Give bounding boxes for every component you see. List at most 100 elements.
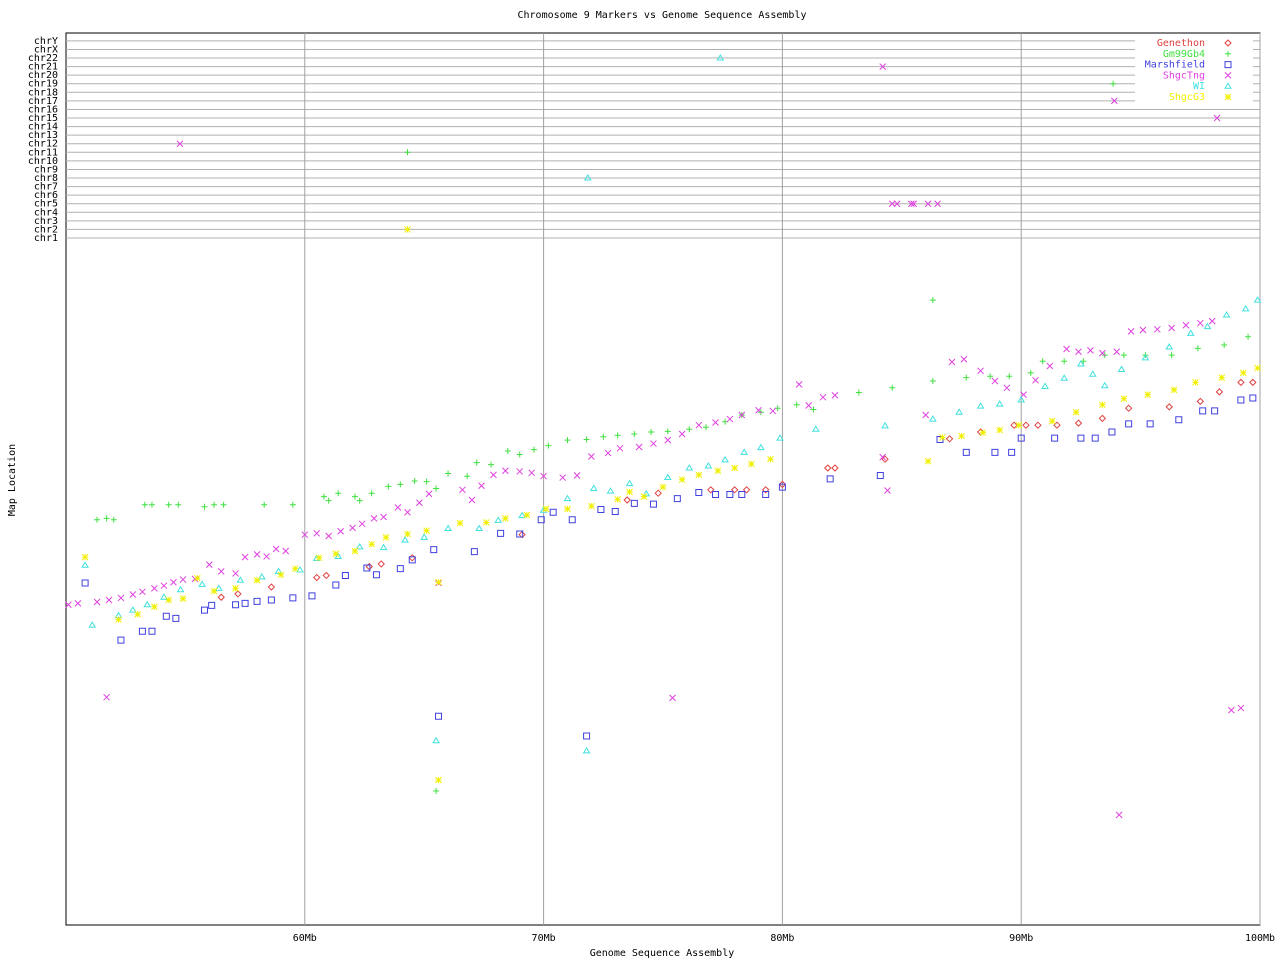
data-point <box>695 421 703 429</box>
data-point <box>420 533 429 540</box>
data-point <box>881 421 889 429</box>
data-point <box>928 415 937 422</box>
data-point <box>261 501 268 508</box>
data-point <box>1175 416 1183 424</box>
data-point <box>1006 373 1013 380</box>
data-point <box>1222 311 1231 318</box>
y-tick-label: chr20 <box>28 70 58 81</box>
data-point <box>563 494 572 502</box>
data-point <box>1215 388 1224 396</box>
data-point <box>707 486 715 494</box>
data-point <box>673 495 681 503</box>
y-tick-label: chr2 <box>34 224 58 235</box>
data-point <box>322 571 330 580</box>
data-point <box>408 556 416 564</box>
data-point <box>291 565 299 573</box>
data-point <box>540 472 547 480</box>
data-point <box>65 601 72 609</box>
data-point <box>606 487 615 494</box>
data-point <box>432 736 441 744</box>
y-tick-label: chr21 <box>28 62 58 73</box>
data-point <box>236 576 245 583</box>
data-point <box>1077 360 1085 367</box>
data-point <box>929 378 936 384</box>
data-point <box>976 402 985 409</box>
data-point <box>1249 394 1257 402</box>
data-point <box>929 297 936 304</box>
data-point <box>456 519 464 527</box>
data-point <box>1239 369 1247 377</box>
data-point <box>1168 324 1175 332</box>
data-point <box>232 570 239 577</box>
data-point <box>1048 417 1056 425</box>
data-point <box>559 474 567 481</box>
data-point <box>110 516 117 523</box>
data-point <box>1098 414 1107 423</box>
data-point <box>404 149 411 156</box>
data-point <box>358 520 366 528</box>
data-point <box>253 597 261 605</box>
data-point <box>855 389 862 396</box>
data-point <box>267 583 276 591</box>
data-point <box>81 553 89 561</box>
data-point <box>430 546 438 554</box>
data-point <box>549 508 557 516</box>
data-point <box>404 508 411 516</box>
data-point <box>473 459 480 466</box>
data-point <box>1208 317 1216 325</box>
data-point <box>721 455 729 463</box>
x-axis-label: Genome Sequence Assembly <box>590 948 735 959</box>
data-point <box>208 601 216 609</box>
data-point <box>740 448 749 455</box>
data-point <box>1144 391 1152 398</box>
data-point <box>516 451 523 458</box>
legend-label: Marshfield <box>1145 60 1205 71</box>
data-point <box>924 200 932 208</box>
data-point <box>162 612 170 620</box>
data-point <box>730 486 739 494</box>
y-axis-label: Map Location <box>7 444 18 516</box>
data-point <box>879 453 887 461</box>
data-point <box>1110 80 1117 87</box>
data-point <box>588 453 595 460</box>
legend-label: WI <box>1193 81 1205 92</box>
data-point <box>134 610 141 618</box>
data-point <box>1141 353 1150 361</box>
data-point <box>93 598 101 606</box>
data-point <box>205 561 213 568</box>
data-point <box>502 467 509 475</box>
data-point <box>263 553 270 560</box>
data-point <box>497 529 505 537</box>
data-point <box>884 487 891 494</box>
data-point <box>394 504 402 511</box>
data-point <box>1153 325 1161 333</box>
data-point <box>341 571 349 579</box>
data-point <box>1003 384 1011 392</box>
data-point <box>1010 421 1018 429</box>
y-tick-label: chr12 <box>28 139 58 150</box>
data-point <box>731 464 738 472</box>
data-point <box>478 482 485 490</box>
data-point <box>313 573 321 582</box>
data-point <box>435 712 443 720</box>
data-point <box>220 501 227 508</box>
data-point <box>664 428 671 435</box>
y-tick-label: chr1 <box>34 233 58 244</box>
data-point <box>1110 97 1118 105</box>
data-point <box>444 524 452 532</box>
data-point <box>573 472 581 479</box>
data-point <box>94 516 101 523</box>
legend-label: Genethon <box>1157 38 1205 49</box>
y-tick-label: chr10 <box>28 156 58 167</box>
data-point <box>433 485 440 492</box>
chart-title: Chromosome 9 Markers vs Genome Sequence … <box>518 10 807 21</box>
data-point <box>88 621 97 628</box>
data-point <box>325 497 332 504</box>
data-point <box>614 495 621 503</box>
data-point <box>1113 348 1121 356</box>
data-point <box>564 437 571 444</box>
data-point <box>714 467 722 475</box>
data-point <box>490 471 497 479</box>
y-tick-label: chr13 <box>28 130 58 141</box>
